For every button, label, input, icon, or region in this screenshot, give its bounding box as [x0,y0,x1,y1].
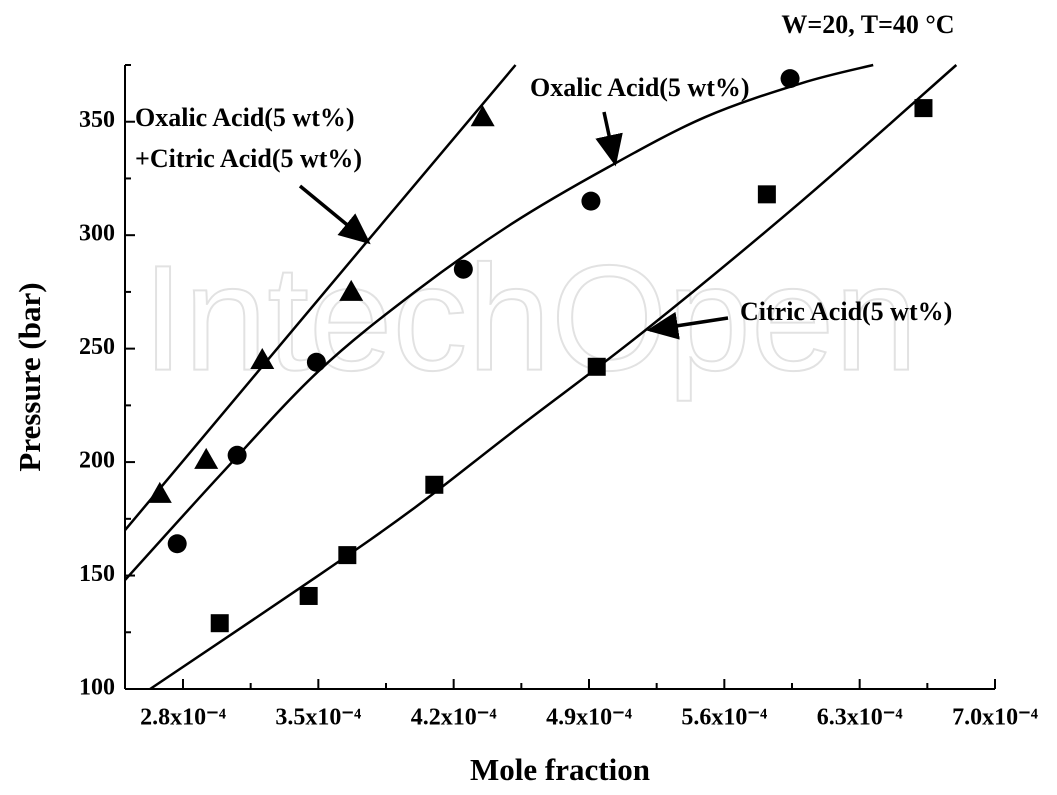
point [339,279,364,301]
annotation: Oxalic Acid(5 wt%) [530,73,750,102]
y-tick-label: 350 [79,107,115,133]
point [453,259,473,279]
point [425,475,444,494]
point [470,105,495,127]
x-tick-label: 4.2x10⁻⁴ [411,705,497,731]
point [581,191,601,211]
arrow [298,184,371,245]
point [306,352,326,372]
x-tick-label: 4.9x10⁻⁴ [546,705,632,731]
point [167,534,187,554]
point [299,586,318,605]
point [914,99,933,118]
annotation: +Citric Acid(5 wt%) [135,144,362,173]
x-tick-label: 5.6x10⁻⁴ [681,705,767,731]
point [250,347,275,369]
arrow [595,111,623,167]
y-tick-label: 250 [79,334,115,360]
y-axis-label: Pressure (bar) [12,282,47,471]
point [210,614,229,633]
y-tick-label: 200 [79,448,115,474]
annotation: Oxalic Acid(5 wt%) [135,103,355,132]
point [227,445,247,465]
point [757,185,776,204]
point [147,481,172,503]
x-axis-label: Mole fraction [470,752,650,787]
x-tick-label: 7.0x10⁻⁴ [952,705,1038,731]
y-tick-label: 100 [79,675,115,701]
y-tick-label: 300 [79,221,115,247]
annotation: Citric Acid(5 wt%) [740,297,952,326]
x-tick-label: 2.8x10⁻⁴ [140,705,226,731]
point [338,546,357,565]
x-tick-label: 3.5x10⁻⁴ [275,705,361,731]
watermark: IntechOpen [142,234,918,402]
fit-curve [124,64,517,531]
point [587,357,606,376]
arrow [646,311,729,340]
fit-curve [149,64,958,691]
y-tick-label: 150 [79,561,115,587]
point [194,447,219,469]
point [780,69,800,89]
x-tick-label: 6.3x10⁻⁴ [817,705,903,731]
chart-title: W=20, T=40 °C [781,10,954,39]
